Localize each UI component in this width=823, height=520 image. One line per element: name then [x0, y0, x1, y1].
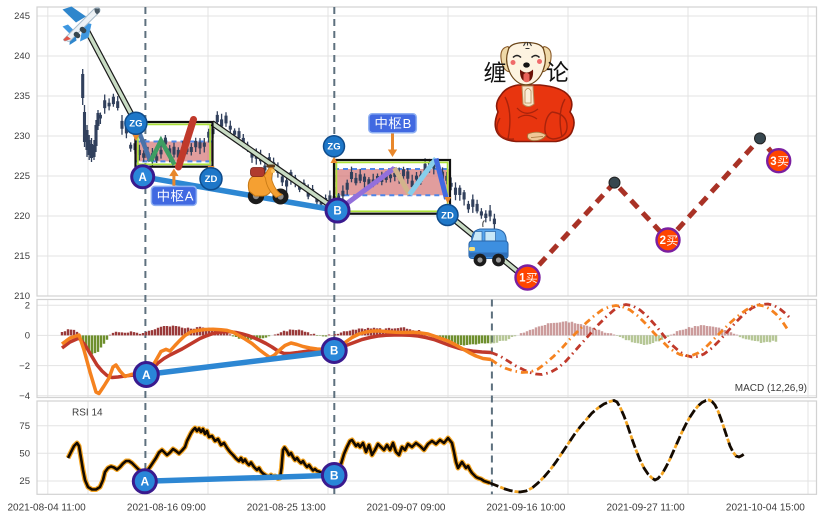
- svg-text:2021-10-04 15:00: 2021-10-04 15:00: [726, 503, 805, 514]
- svg-text:ZD: ZD: [441, 210, 454, 221]
- svg-text:210: 210: [14, 291, 30, 302]
- svg-text:2021-09-27 11:00: 2021-09-27 11:00: [606, 503, 685, 514]
- svg-text:1: 1: [519, 273, 526, 285]
- svg-text:2021-08-16 09:00: 2021-08-16 09:00: [127, 503, 206, 514]
- svg-text:RSI 14: RSI 14: [72, 408, 103, 419]
- svg-text:A: A: [142, 368, 151, 382]
- svg-text:75: 75: [19, 421, 30, 432]
- svg-text:A: A: [140, 475, 149, 489]
- svg-text:2: 2: [25, 300, 30, 311]
- svg-text:3: 3: [770, 156, 776, 168]
- svg-text:220: 220: [14, 211, 30, 222]
- svg-text:0: 0: [25, 331, 30, 342]
- svg-text:ZD: ZD: [205, 174, 218, 185]
- svg-text:A: A: [185, 189, 194, 204]
- svg-text:B: B: [330, 469, 339, 483]
- svg-text:235: 235: [14, 91, 30, 102]
- svg-text:230: 230: [14, 131, 30, 142]
- svg-text:225: 225: [14, 171, 30, 182]
- svg-text:B: B: [403, 116, 412, 131]
- svg-text:2: 2: [660, 235, 666, 247]
- svg-text:245: 245: [14, 11, 30, 22]
- svg-text:215: 215: [14, 251, 30, 262]
- svg-text:A: A: [139, 172, 147, 184]
- svg-text:2021-08-25 13:00: 2021-08-25 13:00: [247, 503, 326, 514]
- svg-text:2021-09-16 10:00: 2021-09-16 10:00: [486, 503, 565, 514]
- svg-text:2021-09-07 09:00: 2021-09-07 09:00: [367, 503, 446, 514]
- svg-text:50: 50: [19, 448, 30, 459]
- svg-text:2021-08-04 11:00: 2021-08-04 11:00: [7, 503, 86, 514]
- svg-text:ZG: ZG: [327, 142, 340, 153]
- svg-text:25: 25: [19, 476, 30, 487]
- svg-text:B: B: [330, 346, 338, 358]
- svg-text:240: 240: [14, 51, 30, 62]
- svg-text:−4: −4: [19, 391, 30, 402]
- svg-text:B: B: [333, 206, 341, 218]
- svg-text:MACD (12,26,9): MACD (12,26,9): [735, 383, 807, 394]
- svg-text:ZG: ZG: [129, 119, 142, 130]
- svg-text:−2: −2: [19, 361, 30, 372]
